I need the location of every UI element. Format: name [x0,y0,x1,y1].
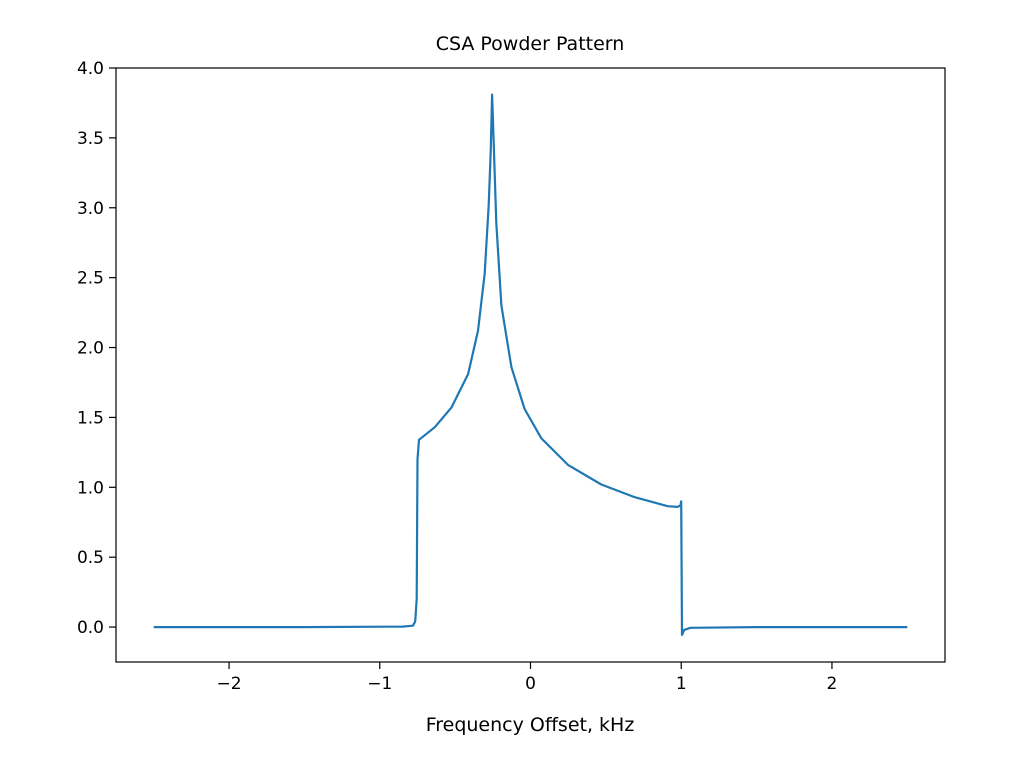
y-tick-label: 2.5 [77,269,104,289]
y-tick-label: 2.0 [77,339,104,359]
x-tick-label: 0 [525,674,536,694]
x-tick-label: −2 [217,674,242,694]
x-tick-label: 1 [676,674,687,694]
x-axis-label: Frequency Offset, kHz [426,714,635,736]
y-tick-label: 3.0 [77,199,104,219]
y-tick-label: 0.5 [77,548,104,568]
y-tick-label: 3.5 [77,129,104,149]
x-tick-label: 2 [827,674,838,694]
y-tick-label: 1.5 [77,408,104,428]
y-tick-label: 1.0 [77,478,104,498]
y-tick-label: 4.0 [77,59,104,79]
chart-title: CSA Powder Pattern [436,33,625,55]
series-line [153,93,908,636]
plot-frame [115,67,946,663]
y-tick-label: 0.0 [77,618,104,638]
x-tick-label: −1 [367,674,392,694]
